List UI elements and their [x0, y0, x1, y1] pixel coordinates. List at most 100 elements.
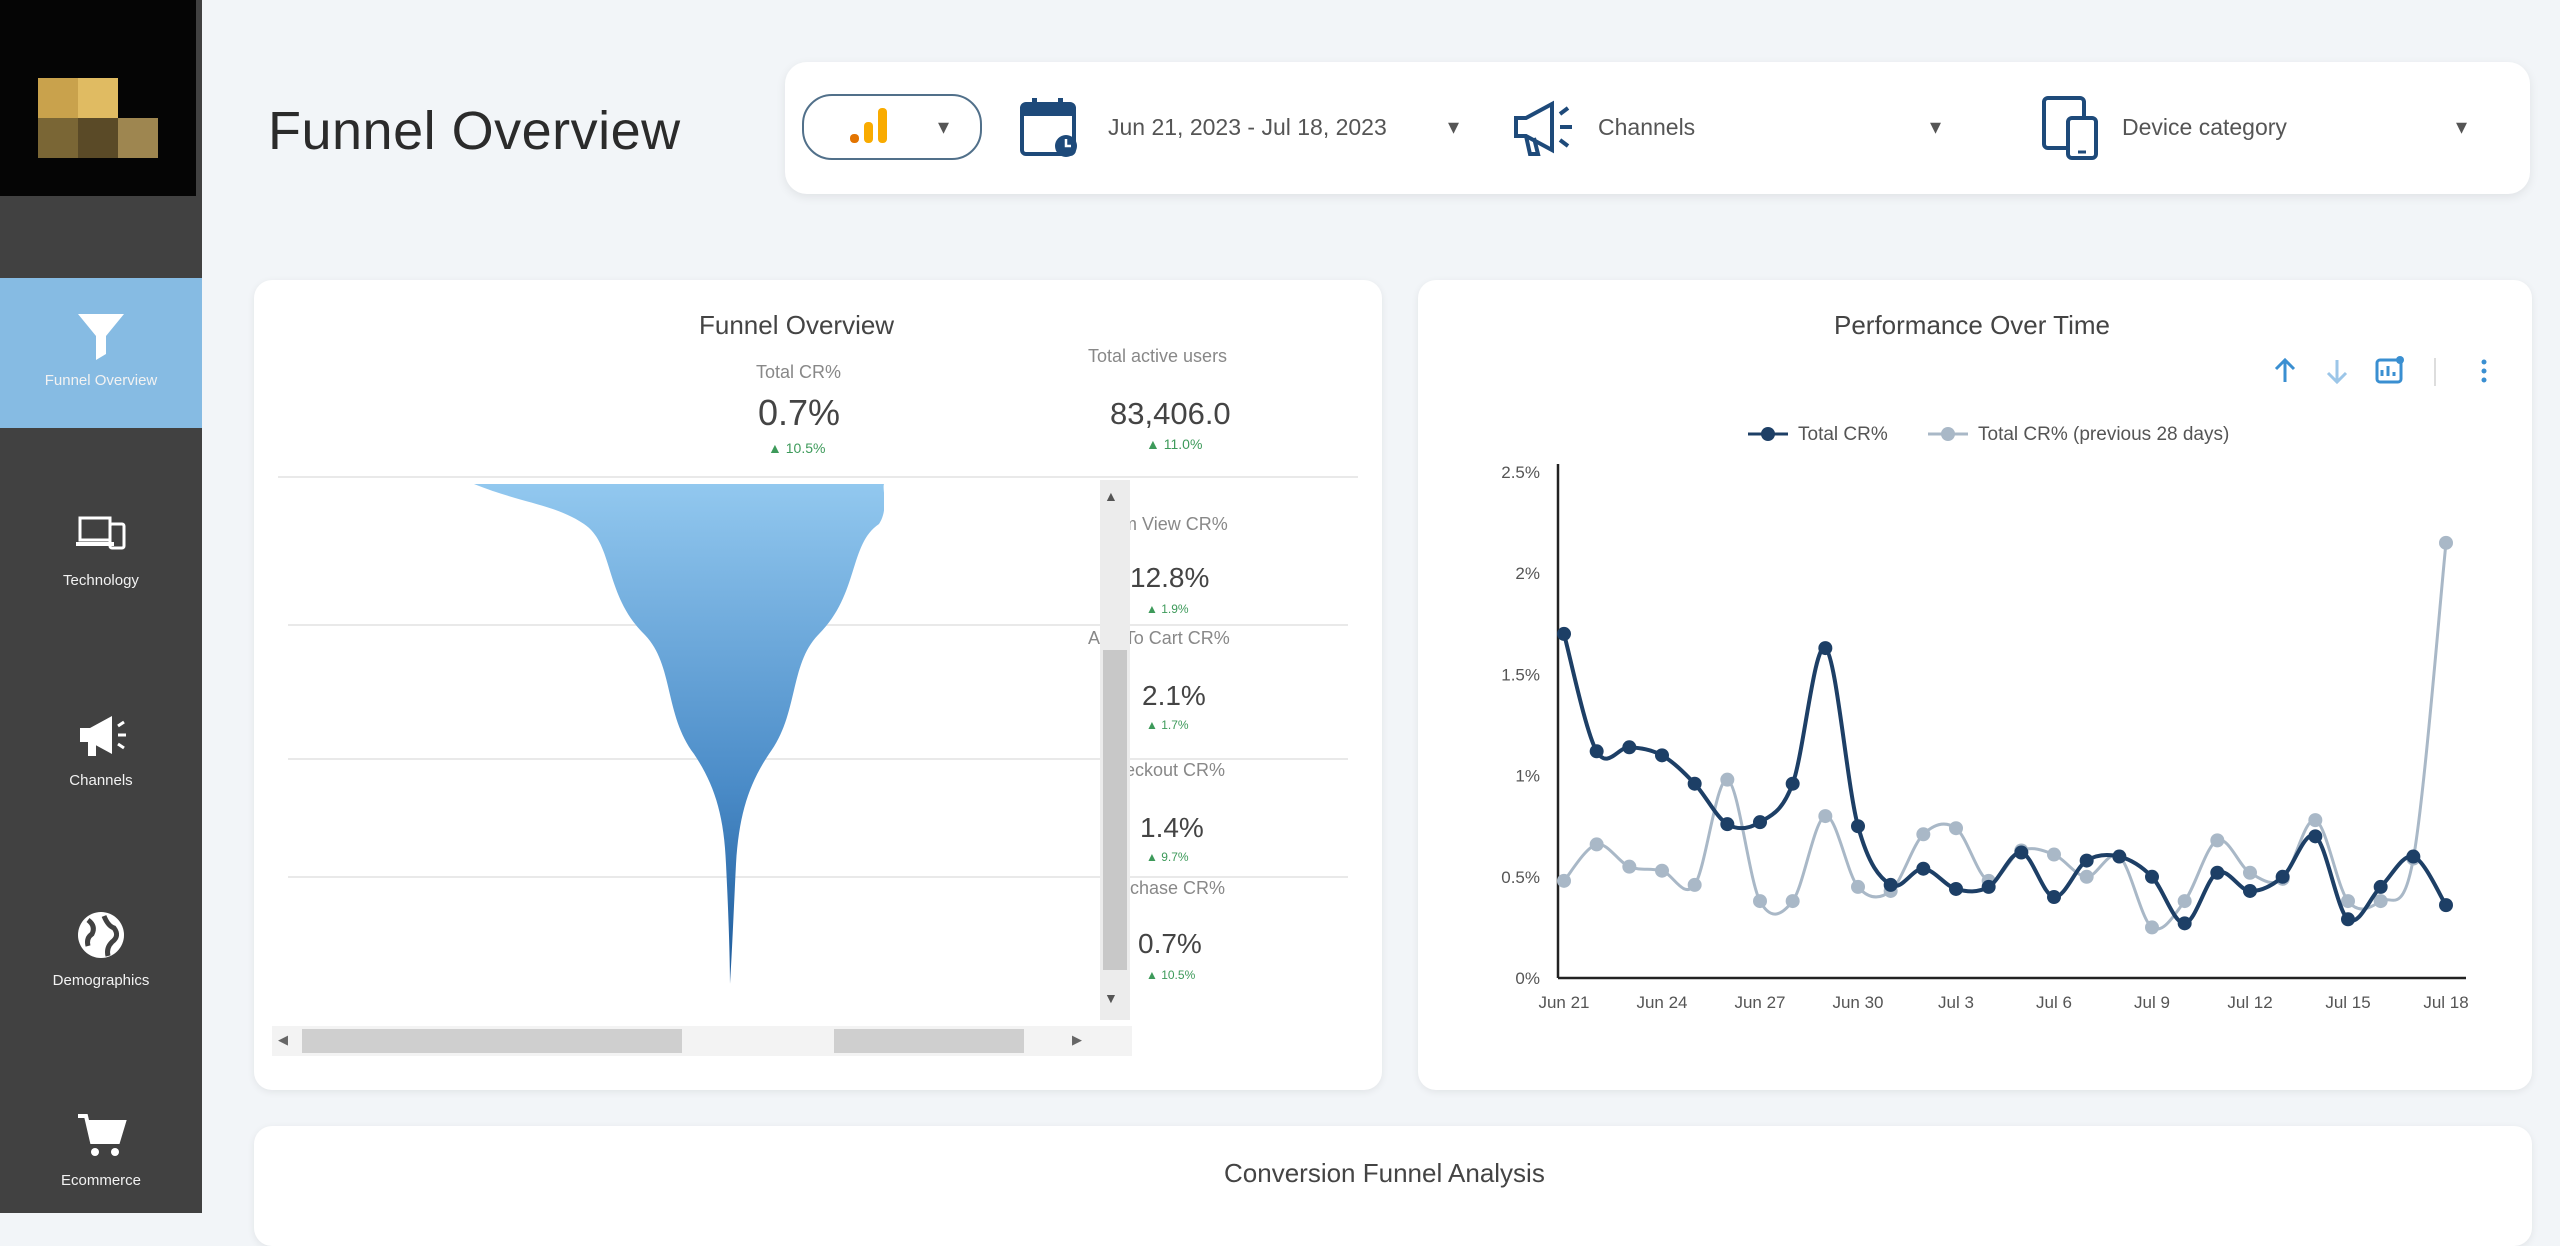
active-users-value: 83,406.0	[1110, 396, 1231, 431]
cart-icon	[78, 1114, 127, 1156]
sidebar-item-ecommerce[interactable]: Ecommerce	[0, 1078, 202, 1228]
y-tick-label: 0.5%	[1501, 868, 1540, 887]
divider	[288, 758, 1348, 760]
logo	[0, 0, 196, 196]
data-point	[1720, 817, 1735, 832]
y-tick-label: 1%	[1515, 767, 1540, 786]
data-source-button[interactable]: ▾	[802, 94, 982, 160]
data-point	[1557, 626, 1571, 641]
chevron-down-icon: ▾	[1448, 114, 1460, 139]
devices-icon	[2042, 96, 2098, 160]
scroll-left-icon[interactable]: ◀	[278, 1032, 288, 1047]
data-point	[2439, 898, 2453, 913]
x-tick-label: Jul 9	[2134, 993, 2170, 1012]
data-point	[1785, 776, 1800, 791]
legend-marker	[1941, 427, 1955, 441]
data-point	[1851, 819, 1865, 834]
sidebar-item-label: Ecommerce	[60, 1172, 142, 1189]
scroll-right-icon[interactable]: ▶	[1072, 1032, 1082, 1047]
x-tick-label: Jul 15	[2325, 993, 2370, 1012]
data-point	[1655, 863, 1669, 878]
x-tick-label: Jul 3	[1938, 993, 1974, 1012]
globe-icon	[78, 912, 124, 958]
data-point	[2308, 829, 2323, 844]
data-point	[2373, 894, 2388, 909]
funnel-icon	[78, 314, 124, 360]
data-point	[1916, 827, 1931, 842]
stage-label: Purchase CR%	[1102, 878, 1226, 898]
y-tick-label: 2%	[1515, 564, 1540, 583]
devices-icon	[76, 516, 126, 550]
data-point	[1981, 879, 1996, 894]
sidebar-item-channels[interactable]: Channels	[0, 678, 202, 828]
y-tick-label: 2.5%	[1501, 463, 1540, 482]
active-users-delta: ▲ 11.0%	[1146, 436, 1203, 452]
channels-value: Channels	[1598, 114, 1696, 140]
data-point	[1753, 894, 1767, 909]
total-cr-value: 0.7%	[758, 392, 841, 433]
data-point	[2177, 894, 2192, 909]
stage-label: Checkout CR%	[1102, 760, 1226, 780]
performance-card-title: Performance Over Time	[1834, 310, 2110, 340]
horizontal-scrollbar[interactable]: ◀ ▶	[272, 1026, 1132, 1056]
data-point	[1622, 859, 1637, 874]
performance-line-chart: 0% 0.5% 1% 1.5% 2% 2.5% Jun 21 Jun 24 Jun 27 Jun …	[1501, 424, 2468, 1012]
more-options-icon[interactable]	[2474, 356, 2494, 386]
conversion-funnel-card: Conversion Funnel Analysis	[254, 1126, 2532, 1246]
chevron-down-icon: ▾	[938, 114, 950, 139]
data-point	[1785, 894, 1800, 909]
page-title: Funnel Overview	[268, 101, 681, 161]
sidebar-item-label: Technology	[63, 572, 139, 589]
active-users-label: Total active users	[1088, 346, 1228, 366]
total-cr-delta: ▲ 10.5%	[768, 440, 826, 456]
sidebar-item-label: Funnel Overview	[44, 372, 158, 389]
data-point	[1949, 881, 1963, 896]
data-point	[1589, 744, 1604, 759]
data-point	[2177, 916, 2192, 931]
sort-ascending-icon[interactable]	[2270, 356, 2300, 386]
data-point	[1557, 873, 1571, 888]
stage-delta: ▲ 1.7%	[1146, 718, 1189, 732]
data-point	[1687, 877, 1702, 892]
chevron-down-icon: ▾	[2456, 114, 2468, 139]
data-point	[2210, 865, 2225, 880]
scroll-up-icon[interactable]: ▲	[1104, 488, 1118, 504]
sidebar-item-demographics[interactable]: Demographics	[0, 878, 202, 1028]
toolbar-divider	[2434, 358, 2436, 386]
data-point	[1851, 879, 1865, 894]
x-tick-label: Jul 18	[2423, 993, 2468, 1012]
sidebar: Funnel Overview Technology Channels Demo…	[0, 0, 202, 1213]
vertical-scrollbar[interactable]: ▲ ▼	[1100, 480, 1130, 1020]
legend-entry: Total CR% (previous 28 days)	[1978, 424, 2229, 445]
scroll-down-icon[interactable]: ▼	[1104, 990, 1118, 1006]
stage-delta: ▲ 1.9%	[1146, 602, 1189, 616]
stage-delta: ▲ 9.7%	[1146, 850, 1189, 864]
device-category-value: Device category	[2122, 114, 2287, 140]
divider	[288, 876, 1348, 878]
x-tick-label: Jun 30	[1832, 993, 1883, 1012]
sidebar-item-technology[interactable]: Technology	[0, 478, 202, 628]
data-point	[2308, 813, 2323, 828]
data-point	[1818, 809, 1833, 824]
stage-value: 0.7%	[1138, 928, 1202, 959]
stage-value: 12.8%	[1130, 562, 1210, 593]
drill-down-icon[interactable]	[2374, 354, 2406, 386]
logo-icon	[38, 78, 158, 158]
scrollbar-thumb[interactable]	[1103, 650, 1127, 970]
data-point	[2341, 912, 2355, 927]
data-point	[1589, 837, 1604, 852]
scrollbar-thumb[interactable]	[834, 1029, 1024, 1053]
data-point	[1883, 877, 1898, 892]
data-point	[1818, 641, 1833, 656]
sort-descending-icon[interactable]	[2322, 356, 2352, 386]
x-tick-label: Jun 21	[1538, 993, 1589, 1012]
data-point	[2406, 849, 2421, 864]
x-tick-label: Jun 24	[1636, 993, 1687, 1012]
divider	[278, 476, 1358, 478]
sidebar-item-funnel-overview[interactable]: Funnel Overview	[0, 278, 202, 428]
scrollbar-thumb[interactable]	[302, 1029, 682, 1053]
data-point	[1622, 740, 1637, 755]
data-point	[2112, 849, 2127, 864]
data-point	[2079, 869, 2094, 884]
data-point	[1655, 748, 1669, 763]
